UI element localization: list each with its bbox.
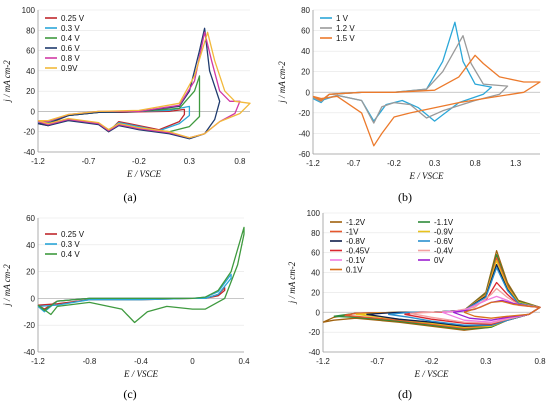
- panel-a-legend-label: 0.6 V: [61, 44, 80, 53]
- panel-d-legend-label: -0.4V: [434, 247, 454, 256]
- panel-d-ytick-label: 60: [311, 249, 320, 258]
- panel-d-ytick-label: -20: [308, 328, 320, 337]
- panel-a-ytick-label: 80: [26, 26, 35, 35]
- panel-a: -40 -20 0 20 40 60 80 100 -1.2 -0.7 -0.2 0.3 0.8 E / …: [2, 6, 251, 179]
- panel-b-ytick-label: -40: [298, 129, 310, 138]
- panel-b-xtick-label: 1.3: [510, 159, 522, 168]
- panel-c-ytick-label: 20: [26, 268, 35, 277]
- panel-b-ytick-label: 20: [301, 68, 310, 77]
- panel-a-ytick-label: 40: [26, 67, 35, 76]
- panel-a-y-axis-label: j / mA cm-2: [2, 60, 12, 103]
- panel-c-legend-label: 0.4 V: [61, 250, 80, 259]
- panel-d-ytick-label: -40: [308, 348, 320, 357]
- panel-c-ytick-label: 40: [26, 241, 35, 250]
- panel-c-xtick-label: -1.2: [31, 357, 45, 366]
- panel-b-xtick-label: -0.2: [387, 159, 401, 168]
- panel-b-ytick-label: 40: [301, 47, 310, 56]
- panel-d-legend-label: 0V: [434, 256, 444, 265]
- panel-d-xtick-label: -1.2: [316, 357, 330, 366]
- panel-c-xtick-label: 0.4: [238, 357, 250, 366]
- panel-d-xtick-label: 0.8: [534, 357, 546, 366]
- panel-c-x-axis-label: E / VSCE: [123, 369, 158, 379]
- panel-c-y-axis-label: j / mA cm-2: [2, 264, 12, 307]
- panel-label-c: (c): [123, 387, 136, 401]
- panel-d-ytick-label: 40: [311, 269, 320, 278]
- panel-d-legend-label: -0.6V: [434, 237, 454, 246]
- panel-c-ytick-label: 0: [31, 294, 36, 303]
- panel-b-xtick-label: -0.7: [347, 159, 361, 168]
- panel-b-series-line: [312, 35, 509, 124]
- panel-d-x-axis-label: E / VSCE: [414, 369, 449, 379]
- panel-c-xtick-label: -0.4: [134, 357, 148, 366]
- panel-c-legend-label: 0.3 V: [61, 240, 80, 249]
- panel-d-xtick-label: -0.2: [425, 357, 439, 366]
- panel-a-xtick-label: 0.8: [234, 157, 246, 166]
- panel-d-xtick-label: 0.3: [480, 357, 492, 366]
- panel-d-ytick-label: 100: [307, 209, 321, 218]
- panel-a-xtick-label: -0.2: [132, 157, 146, 166]
- panel-d-legend-label: -1V: [346, 228, 359, 237]
- panel-b-legend-label: 1 V: [336, 14, 349, 23]
- panel-label-d: (d): [398, 387, 412, 401]
- panel-c-ytick-label: 60: [26, 214, 35, 223]
- panel-c-series-line: [37, 226, 245, 324]
- panel-d-legend-label: -0.8V: [346, 237, 366, 246]
- panel-b-ytick-label: -20: [298, 109, 310, 118]
- panel-c-ytick-label: -20: [23, 321, 35, 330]
- panel-d-legend-label: -0.1V: [346, 256, 366, 265]
- panel-c-xtick-label: 0: [190, 357, 195, 366]
- panel-b-y-axis-label: j / mA cm-2: [277, 61, 287, 104]
- panel-d-legend-label: -0.9V: [434, 228, 454, 237]
- panel-a-legend-label: 0.9V: [61, 64, 78, 73]
- panel-a-series-line: [37, 31, 251, 139]
- panel-c-ytick-label: -40: [23, 348, 35, 357]
- panel-a-ytick-label: 0: [31, 107, 36, 116]
- panel-b-xtick-label: 0.3: [429, 159, 441, 168]
- panel-d: -40 -20 0 20 40 60 80 100 -1.2 -0.7 -0.2 0.3 0.8 E / …: [287, 209, 546, 379]
- panel-a-legend-label: 0.3 V: [61, 24, 80, 33]
- panel-a-legend-label: 0.4 V: [61, 34, 80, 43]
- panel-b-ytick-label: 0: [306, 88, 311, 97]
- panel-c-legend-label: 0.25 V: [61, 230, 85, 239]
- panel-b-ytick-label: 60: [301, 27, 310, 36]
- panel-b-ytick-label: 80: [301, 6, 310, 15]
- panel-a-xtick-label: -1.2: [31, 157, 45, 166]
- panel-b-legend-label: 1.2 V: [336, 24, 355, 33]
- panel-c-series-line: [37, 273, 232, 313]
- panel-b-series-line: [312, 54, 541, 147]
- panel-b-ytick-label: -60: [298, 150, 310, 159]
- panel-d-legend-label: -0.45V: [346, 247, 370, 256]
- panel-d-legend-label: -1.2V: [346, 218, 366, 227]
- panel-a-legend-label: 0.8 V: [61, 54, 80, 63]
- panel-a-xtick-label: -0.7: [82, 157, 96, 166]
- panel-d-ytick-label: 20: [311, 288, 320, 297]
- panel-a-ytick-label: 100: [22, 6, 36, 15]
- panel-label-a: (a): [123, 190, 136, 204]
- panel-label-b: (b): [398, 190, 412, 204]
- panel-b-xtick-label: 0.8: [470, 159, 482, 168]
- panel-b: -60 -40 -20 0 20 40 60 80 -1.2 -0.7 -0.2 0.3 0.8 1.3 E…: [277, 6, 541, 181]
- panel-b-x-axis-label: E / VSCE: [409, 171, 444, 181]
- panel-d-xtick-label: -0.7: [370, 357, 384, 366]
- panel-b-legend-label: 1.5 V: [336, 34, 355, 43]
- panel-a-series-line: [37, 31, 241, 139]
- panel-a-ytick-label: 20: [26, 87, 35, 96]
- panel-d-legend-label: 0.1V: [346, 266, 363, 275]
- panel-a-ytick-label: 60: [26, 47, 35, 56]
- panel-a-ytick-label: -20: [23, 128, 35, 137]
- panel-d-ytick-label: 80: [311, 229, 320, 238]
- panel-d-y-axis-label: j / mA cm-2: [287, 261, 297, 304]
- panel-a-legend-label: 0.25 V: [61, 14, 85, 23]
- panel-a-xtick-label: 0.3: [184, 157, 196, 166]
- panel-d-legend-label: -1.1V: [434, 218, 454, 227]
- panel-d-series-line: [463, 300, 541, 319]
- panel-c: -40 -20 0 20 40 60 -1.2 -0.8 -0.4 0 0.4 E / VSCE j /…: [2, 214, 250, 379]
- panel-a-x-axis-label: E / VSCE: [126, 169, 161, 179]
- panel-a-ytick-label: -40: [23, 148, 35, 157]
- panel-d-ytick-label: 0: [316, 308, 321, 317]
- panel-b-xtick-label: -1.2: [306, 159, 320, 168]
- panel-c-xtick-label: -0.8: [83, 357, 97, 366]
